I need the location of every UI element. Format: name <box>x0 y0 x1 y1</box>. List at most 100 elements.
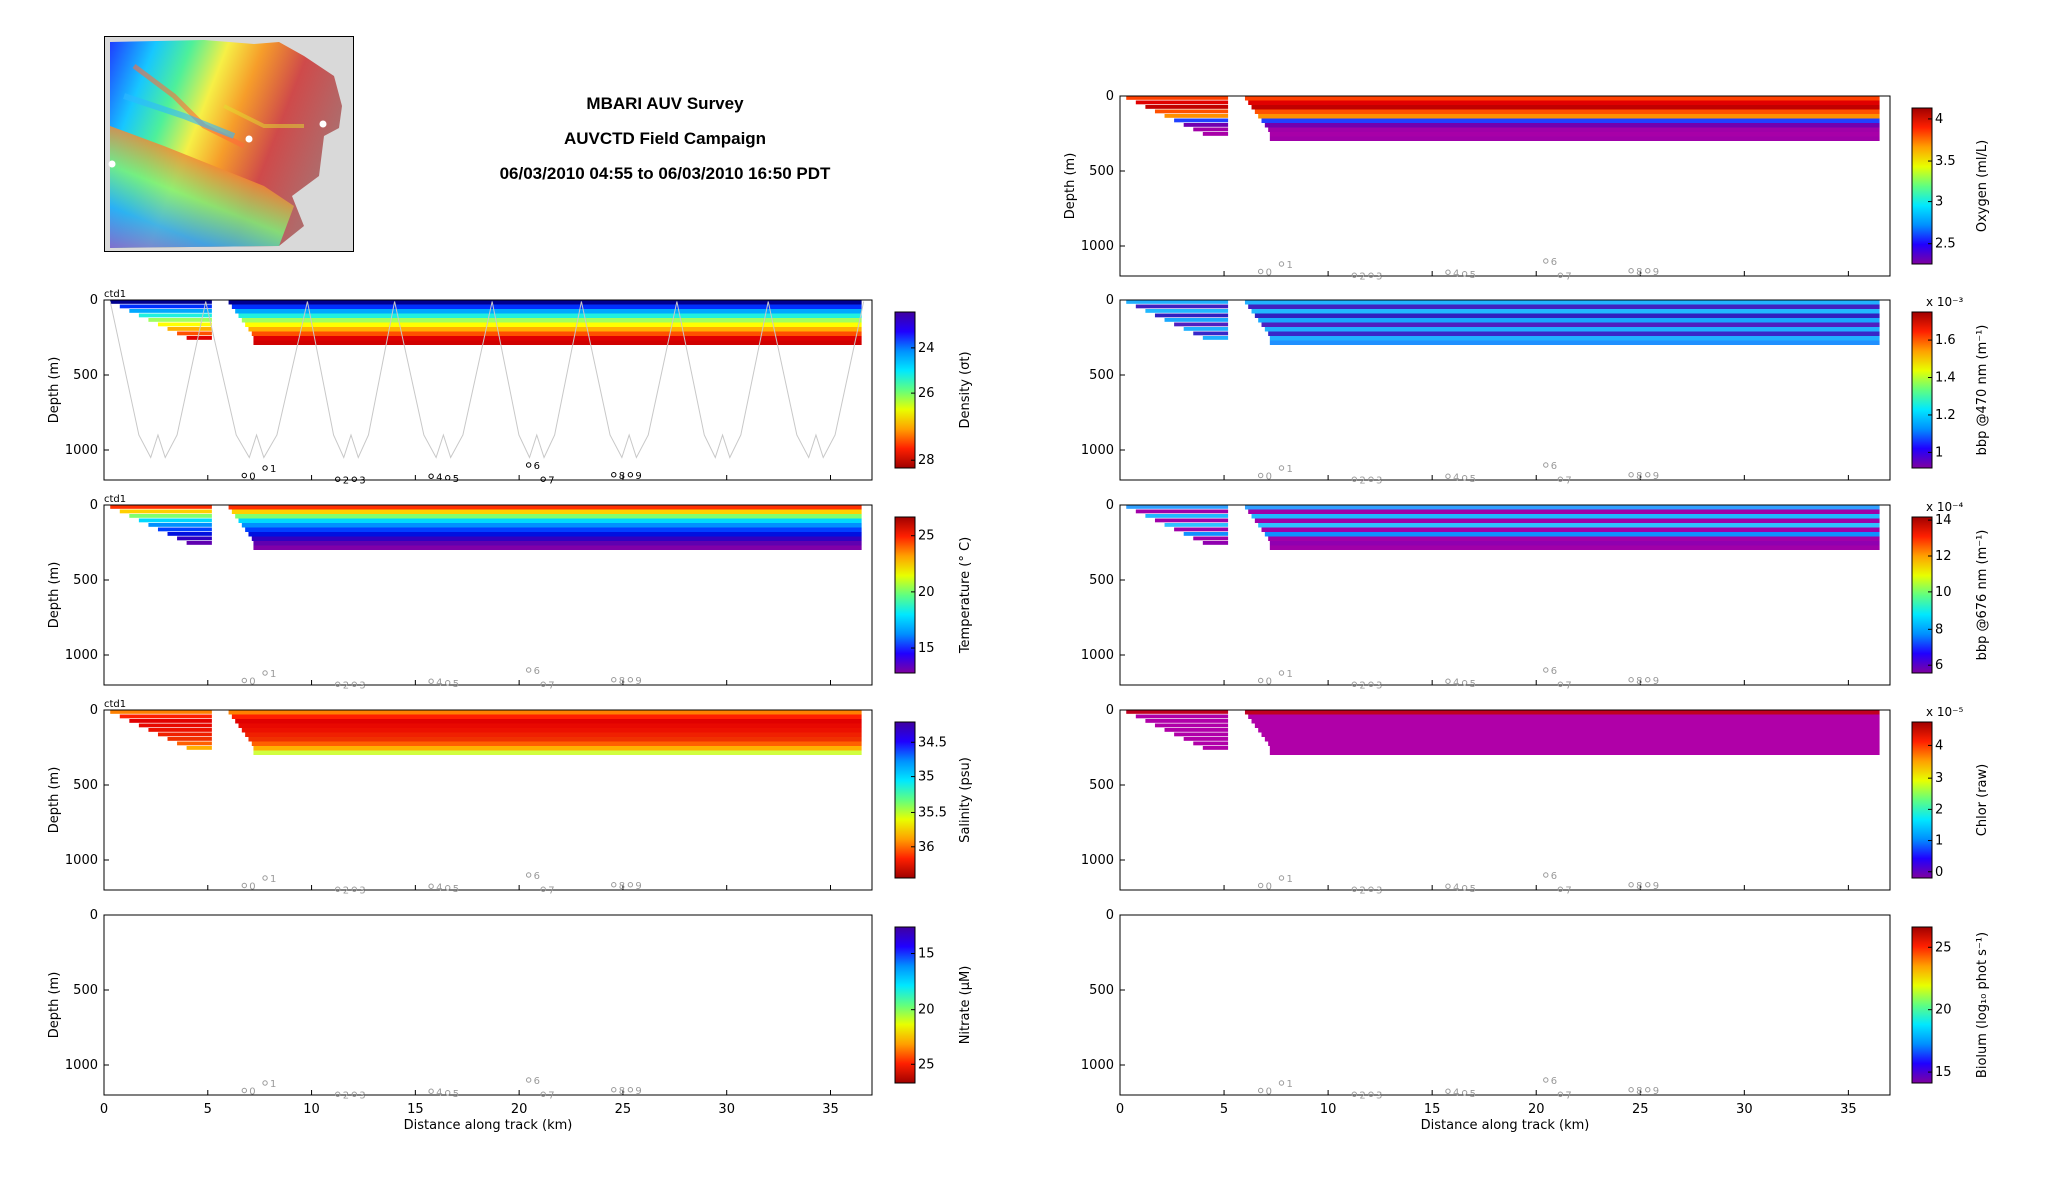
station-label: 6 <box>1551 1076 1557 1087</box>
station-label: 4 <box>436 472 442 483</box>
field-band <box>238 313 862 318</box>
y-axis-label: Depth (m) <box>47 357 62 424</box>
x-tick-label: 20 <box>1528 1102 1545 1117</box>
station-label: 0 <box>1266 677 1272 688</box>
station-label: 7 <box>548 680 554 691</box>
station-label: 8 <box>1636 676 1642 687</box>
y-tick-label: 0 <box>1106 703 1114 718</box>
field-band <box>1254 723 1880 728</box>
field-band <box>241 318 862 323</box>
station-marker <box>335 886 341 892</box>
station-marker <box>1557 1091 1564 1097</box>
bathymetry-map <box>104 36 354 252</box>
station-marker <box>1543 1077 1549 1083</box>
station-label: 6 <box>1551 461 1557 472</box>
field-band <box>253 545 862 550</box>
y-tick-label: 0 <box>1106 908 1114 923</box>
field-wedge <box>1164 523 1229 527</box>
colorbar-label: Temperature (° C) <box>958 537 973 654</box>
field-wedge <box>110 710 212 714</box>
y-axis-label: Depth (m) <box>47 767 62 834</box>
colorbar-tick-label: 14 <box>1935 513 1952 528</box>
axes-frame <box>1119 95 1891 277</box>
x-tick-label: 10 <box>1320 1102 1337 1117</box>
station-label: 7 <box>548 475 554 486</box>
field-band <box>1248 304 1880 309</box>
station-marker <box>1557 681 1564 687</box>
field-wedge <box>110 505 212 509</box>
station-marker <box>1557 272 1564 278</box>
station-marker <box>335 476 341 482</box>
field-band <box>241 523 862 528</box>
station-label: 4 <box>1453 677 1459 688</box>
field-band <box>1254 109 1880 114</box>
field-band <box>1244 505 1880 510</box>
station-label: 3 <box>1376 680 1382 691</box>
x-tick-label: 10 <box>303 1102 320 1117</box>
field-band <box>245 527 862 532</box>
station-marker <box>611 1087 617 1093</box>
station-marker <box>351 1091 358 1097</box>
field-band <box>238 518 862 523</box>
station-label: 1 <box>1286 669 1292 680</box>
map-marker <box>108 160 116 168</box>
station-marker <box>1257 472 1264 479</box>
field-gap <box>211 505 229 550</box>
axes-frame <box>1119 299 1891 481</box>
field-wedge <box>157 527 212 532</box>
y-tick-label: 500 <box>1089 368 1114 383</box>
station-marker <box>525 872 532 878</box>
field-wedge <box>177 536 212 541</box>
y-tick-label: 500 <box>73 573 98 588</box>
field-wedge <box>138 518 212 523</box>
field-wedge <box>119 304 212 309</box>
field-wedge <box>1174 322 1229 327</box>
colorbar-tick-label: 6 <box>1935 658 1943 673</box>
field-wedge <box>1174 527 1229 532</box>
colorbar-tick-label: 10 <box>1935 585 1952 600</box>
field-band <box>235 514 862 519</box>
station-label: 6 <box>534 871 540 882</box>
station-label: 6 <box>1551 257 1557 268</box>
station-label: 8 <box>1636 881 1642 892</box>
field-band <box>231 509 862 514</box>
colorbar-tick-label: 1.4 <box>1935 371 1956 386</box>
station-label: 5 <box>1470 679 1476 690</box>
y-tick-label: 500 <box>73 778 98 793</box>
station-marker <box>262 465 268 471</box>
map-marker <box>245 135 253 143</box>
field-band <box>1268 741 1880 746</box>
field-gap <box>1228 710 1245 755</box>
station-marker <box>540 886 546 892</box>
station-label: 5 <box>453 884 459 895</box>
field-band <box>235 309 862 314</box>
station-label: 4 <box>1453 1087 1459 1098</box>
y-tick-label: 500 <box>1089 983 1114 998</box>
station-marker <box>1557 476 1564 482</box>
field-wedge <box>186 336 212 340</box>
field-wedge <box>1183 327 1229 331</box>
station-label: 0 <box>1266 472 1272 483</box>
station-marker <box>262 1080 268 1086</box>
field-band <box>248 327 862 332</box>
field-wedge <box>1135 714 1229 719</box>
y-tick-label: 1000 <box>65 853 98 868</box>
station-label: 8 <box>619 471 625 482</box>
station-marker <box>335 681 341 687</box>
y-tick-label: 0 <box>90 498 98 513</box>
colorbar-tick-label: 1.6 <box>1935 333 1956 348</box>
field-band <box>1251 514 1880 519</box>
y-tick-label: 500 <box>1089 573 1114 588</box>
field-band <box>1268 331 1880 336</box>
field-band <box>253 336 862 341</box>
field-wedge <box>157 322 212 327</box>
station-marker <box>1461 1090 1468 1096</box>
station-marker <box>1368 272 1374 278</box>
colorbar-tick-label: 3.5 <box>1935 154 1956 169</box>
field-wedge <box>186 746 212 750</box>
field-band <box>1254 313 1880 318</box>
station-label: 6 <box>534 461 540 472</box>
field-wedge <box>1126 300 1229 304</box>
station-label: 1 <box>1286 874 1292 885</box>
station-marker <box>428 1088 434 1094</box>
